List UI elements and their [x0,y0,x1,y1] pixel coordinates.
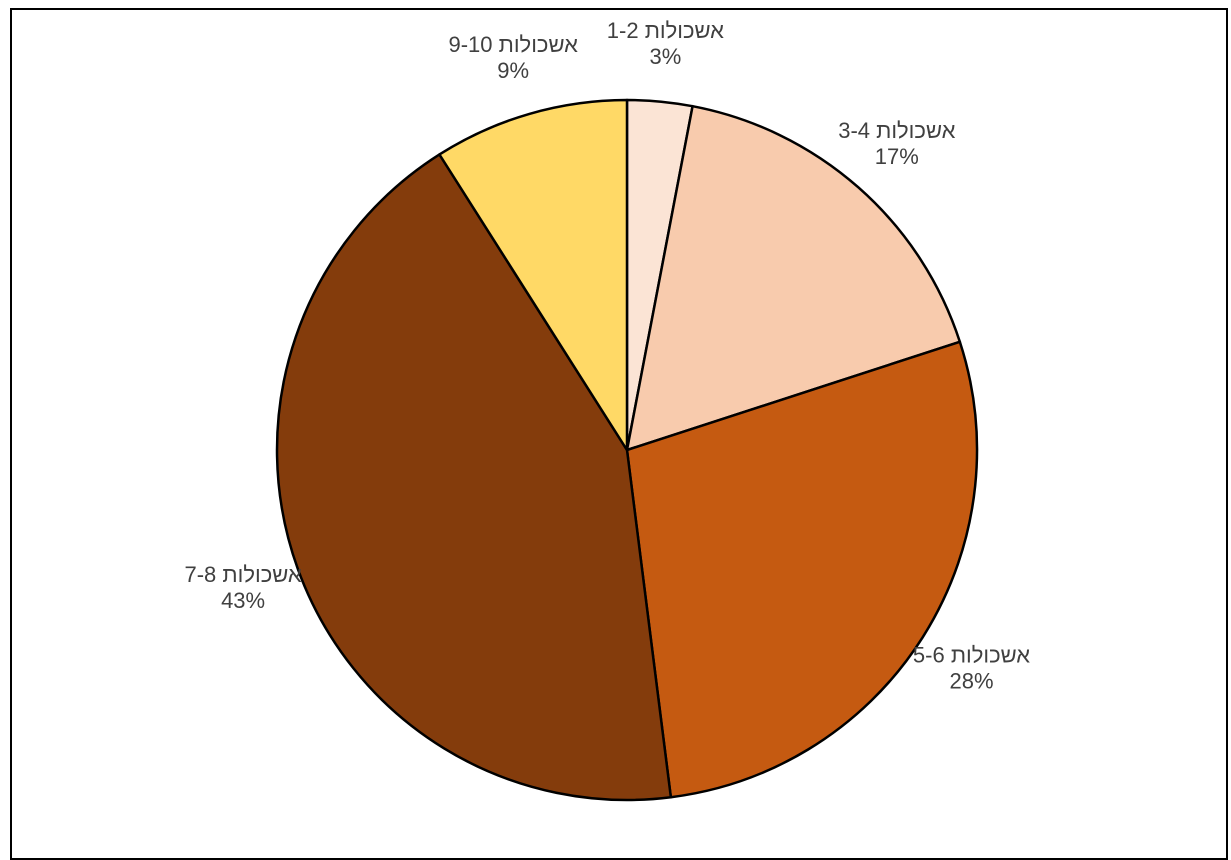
slice-value-2: 17% [875,144,919,169]
pie-slice-4 [275,153,673,802]
slice-label-1: אשכולות 1-2 [607,18,724,43]
pie-labels: אשכולות 1-23% אשכולות 3-417% אשכולות 5-628… [185,18,1031,694]
pie-slice-5 [438,98,629,452]
slice-value-4: 43% [221,588,265,613]
slice-value-3: 28% [949,669,993,694]
pie-slice-3 [625,340,979,799]
slice-label-4: אשכולות 7-8 [185,562,302,587]
pie-slices [275,98,979,802]
slice-label-2: אשכולות 3-4 [838,118,955,143]
slice-label-3: אשכולות 5-6 [913,643,1030,668]
slice-value-5: 9% [497,58,529,83]
slice-value-1: 3% [650,44,682,69]
slice-label-5: אשכולות 9-10 [448,32,578,57]
pie-slice-2 [625,104,962,452]
